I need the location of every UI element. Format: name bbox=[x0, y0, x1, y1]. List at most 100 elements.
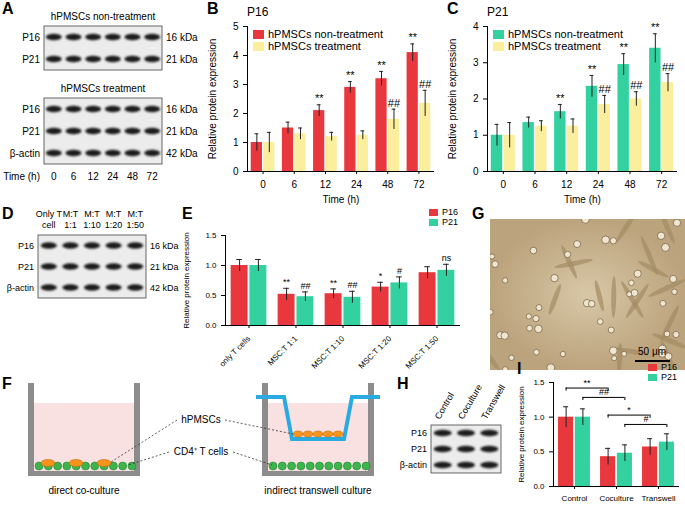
svg-text:Time (h): Time (h) bbox=[323, 194, 360, 205]
svg-text:42 kDa: 42 kDa bbox=[166, 148, 198, 159]
svg-text:24: 24 bbox=[593, 179, 605, 190]
svg-text:Coculture: Coculture bbox=[599, 494, 634, 503]
svg-text:42 kDa: 42 kDa bbox=[150, 283, 179, 293]
svg-text:**: ** bbox=[588, 63, 597, 75]
svg-text:4: 4 bbox=[473, 21, 479, 32]
svg-text:21 kDa: 21 kDa bbox=[166, 126, 198, 137]
svg-text:Time (h): Time (h) bbox=[564, 194, 601, 205]
svg-text:MSC:T 1:10: MSC:T 1:10 bbox=[310, 334, 347, 371]
svg-text:6: 6 bbox=[532, 179, 538, 190]
svg-text:β-actin: β-actin bbox=[7, 283, 34, 293]
svg-text:**: ** bbox=[556, 92, 565, 104]
svg-text:0.0: 0.0 bbox=[533, 482, 545, 491]
svg-text:hPMSCs non-treatment: hPMSCs non-treatment bbox=[51, 11, 156, 22]
svg-text:12: 12 bbox=[320, 179, 332, 190]
svg-text:only T cells: only T cells bbox=[218, 334, 252, 368]
svg-text:hPMSCs treatment: hPMSCs treatment bbox=[61, 83, 146, 94]
svg-text:Relative protein expression: Relative protein expression bbox=[207, 39, 218, 160]
svg-text:2: 2 bbox=[233, 108, 239, 119]
svg-text:Time (h): Time (h) bbox=[3, 171, 40, 182]
svg-text:β-actin: β-actin bbox=[10, 148, 40, 159]
svg-text:1.5: 1.5 bbox=[205, 231, 217, 240]
svg-text:1: 1 bbox=[233, 137, 239, 148]
svg-text:0: 0 bbox=[501, 179, 507, 190]
svg-text:Control: Control bbox=[433, 391, 456, 421]
svg-text:#: # bbox=[643, 414, 648, 424]
svg-text:1.0: 1.0 bbox=[205, 261, 217, 270]
svg-text:##: ## bbox=[662, 61, 675, 73]
svg-text:4: 4 bbox=[233, 50, 239, 61]
svg-text:Transwell: Transwell bbox=[479, 383, 507, 421]
svg-text:72: 72 bbox=[656, 179, 668, 190]
svg-text:MSC:T 1:1: MSC:T 1:1 bbox=[266, 334, 300, 368]
svg-text:##: ## bbox=[599, 387, 609, 397]
svg-text:0: 0 bbox=[51, 171, 57, 182]
svg-text:**: ** bbox=[651, 21, 660, 33]
svg-text:*: * bbox=[627, 405, 631, 415]
svg-text:16 kDa: 16 kDa bbox=[150, 241, 179, 251]
svg-text:0.5: 0.5 bbox=[205, 291, 217, 300]
svg-text:**: ** bbox=[408, 31, 417, 43]
svg-text:ns: ns bbox=[442, 253, 452, 263]
svg-text:1:10: 1:10 bbox=[83, 220, 101, 230]
svg-text:3: 3 bbox=[473, 57, 479, 68]
svg-text:P16: P16 bbox=[411, 428, 427, 438]
svg-text:2: 2 bbox=[473, 93, 479, 104]
svg-text:P21: P21 bbox=[22, 126, 40, 137]
svg-text:1.0: 1.0 bbox=[533, 413, 545, 422]
svg-text:1:20: 1:20 bbox=[105, 220, 123, 230]
svg-text:24: 24 bbox=[351, 179, 363, 190]
svg-text:72: 72 bbox=[413, 179, 425, 190]
svg-text:M:T: M:T bbox=[84, 209, 100, 219]
svg-text:P16: P16 bbox=[22, 32, 40, 43]
svg-text:48: 48 bbox=[127, 171, 139, 182]
svg-text:12: 12 bbox=[88, 171, 100, 182]
svg-text:**: ** bbox=[346, 69, 355, 81]
svg-text:16 kDa: 16 kDa bbox=[166, 32, 198, 43]
svg-text:0.5: 0.5 bbox=[533, 447, 545, 456]
svg-text:0.0: 0.0 bbox=[205, 321, 217, 330]
svg-text:1:1: 1:1 bbox=[64, 220, 77, 230]
svg-text:**: ** bbox=[619, 41, 628, 53]
svg-text:3: 3 bbox=[233, 79, 239, 90]
svg-text:Relative protein expression: Relative protein expression bbox=[182, 232, 191, 329]
svg-text:#: # bbox=[397, 266, 402, 276]
svg-text:P16: P16 bbox=[18, 241, 34, 251]
svg-text:6: 6 bbox=[291, 179, 297, 190]
svg-text:1.5: 1.5 bbox=[533, 378, 545, 387]
svg-text:**: ** bbox=[315, 92, 324, 104]
svg-text:0: 0 bbox=[473, 166, 479, 177]
svg-text:24: 24 bbox=[107, 171, 119, 182]
svg-text:MSC:T 1:50: MSC:T 1:50 bbox=[404, 334, 441, 371]
svg-text:indirect transwell culture: indirect transwell culture bbox=[264, 485, 372, 496]
svg-text:P21: P21 bbox=[22, 54, 40, 65]
svg-text:72: 72 bbox=[147, 171, 159, 182]
svg-text:**: ** bbox=[283, 277, 291, 287]
svg-text:Transwell: Transwell bbox=[642, 494, 676, 503]
svg-text:0: 0 bbox=[260, 179, 266, 190]
svg-text:16 kDa: 16 kDa bbox=[166, 104, 198, 115]
svg-text:P16: P16 bbox=[22, 104, 40, 115]
svg-text:##: ## bbox=[300, 281, 310, 291]
svg-text:direct co-culture: direct co-culture bbox=[48, 485, 120, 496]
svg-text:Relative protein expression: Relative protein expression bbox=[517, 386, 526, 483]
svg-text:P21: P21 bbox=[411, 444, 427, 454]
svg-text:5: 5 bbox=[233, 21, 239, 32]
svg-text:**: ** bbox=[377, 59, 386, 71]
svg-text:1: 1 bbox=[473, 129, 479, 140]
svg-text:1:50: 1:50 bbox=[126, 220, 144, 230]
svg-text:48: 48 bbox=[624, 179, 636, 190]
svg-text:**: ** bbox=[584, 378, 592, 388]
svg-text:M:T: M:T bbox=[127, 209, 143, 219]
svg-text:21 kDa: 21 kDa bbox=[150, 262, 179, 272]
svg-text:48: 48 bbox=[382, 179, 394, 190]
svg-text:**: ** bbox=[330, 278, 338, 288]
svg-text:Control: Control bbox=[562, 494, 588, 503]
svg-text:P21: P21 bbox=[18, 262, 34, 272]
svg-text:6: 6 bbox=[71, 171, 77, 182]
svg-text:MSC:T 1:20: MSC:T 1:20 bbox=[357, 334, 394, 371]
svg-text:cell: cell bbox=[42, 220, 56, 230]
svg-text:CD4⁺ T cells: CD4⁺ T cells bbox=[174, 446, 228, 457]
svg-text:21 kDa: 21 kDa bbox=[166, 54, 198, 65]
svg-text:M:T: M:T bbox=[106, 209, 122, 219]
